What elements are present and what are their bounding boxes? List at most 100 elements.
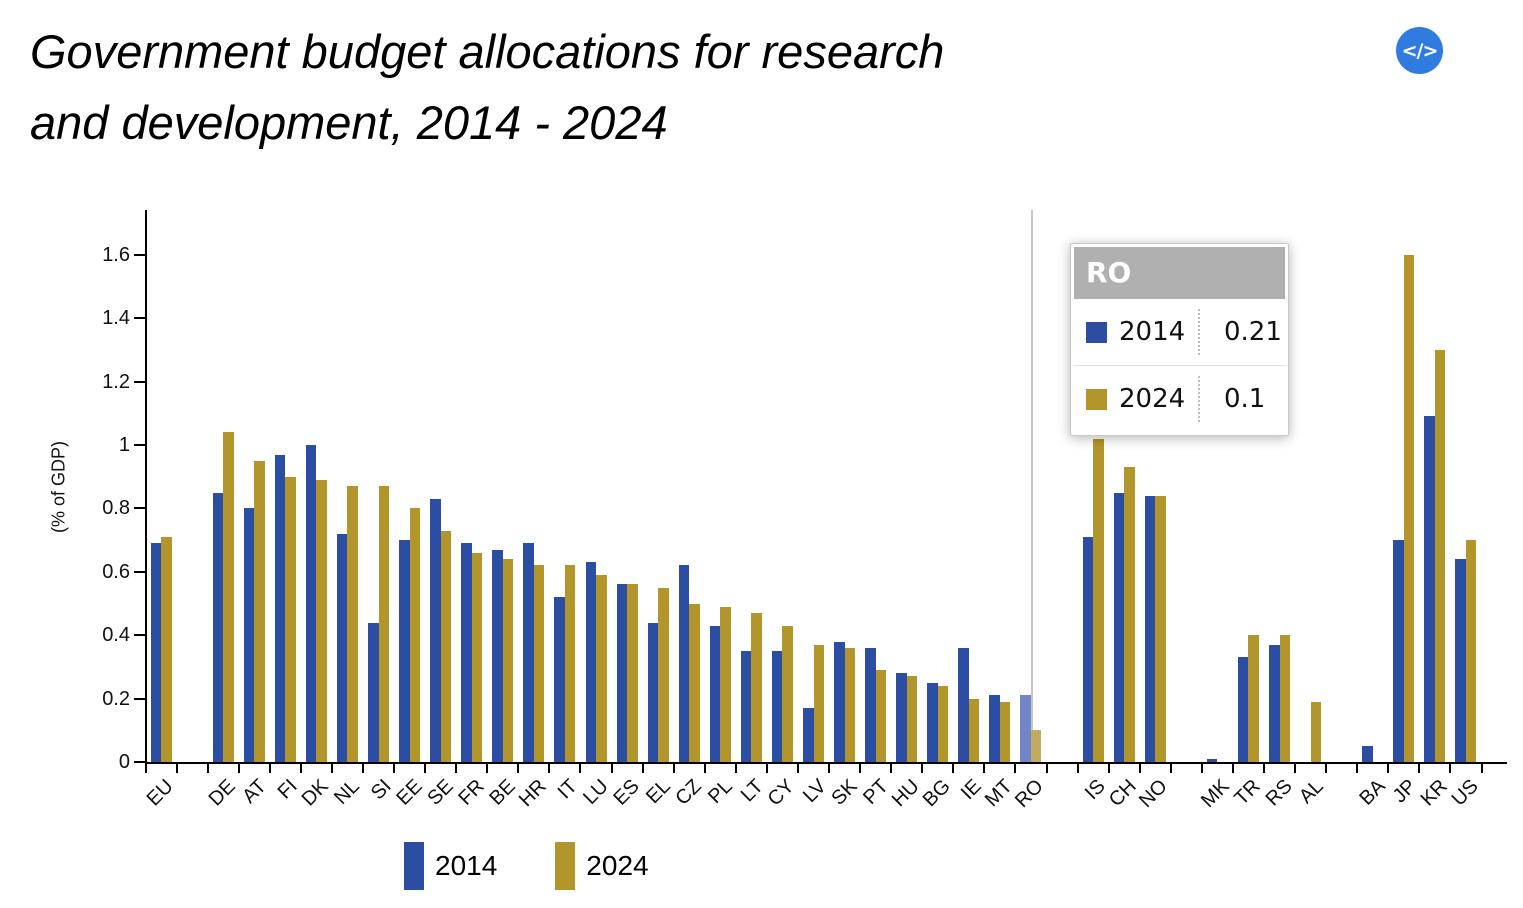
bar-DK-2024[interactable] [316, 479, 327, 762]
bar-PL-2024[interactable] [720, 606, 731, 762]
legend-2014-label: 2014 [435, 850, 498, 881]
page-title-line2: and development, 2014 - 2024 [30, 96, 668, 149]
bar-PT-2014[interactable] [865, 647, 876, 762]
bar-LV-2014[interactable] [803, 708, 814, 762]
x-axis-tick [144, 764, 147, 773]
bar-AL-2024[interactable] [1310, 701, 1322, 762]
bar-JP-2014[interactable] [1393, 540, 1404, 762]
tooltip-row-2024: 2024 0.1 [1074, 365, 1285, 432]
bar-BA-2014[interactable] [1362, 746, 1373, 762]
bar-DE-2014[interactable] [212, 492, 224, 762]
bar-LU-2014[interactable] [585, 562, 596, 762]
bar-AT-2024[interactable] [254, 460, 265, 762]
bar-SI-2024[interactable] [378, 486, 390, 762]
x-axis-tick [1387, 764, 1390, 773]
bar-DK-2014[interactable] [305, 445, 317, 762]
bar-EU-2024[interactable] [161, 536, 172, 762]
legend-item-2024[interactable]: 2024 [555, 842, 649, 890]
bar-EE-2014[interactable] [399, 540, 410, 762]
bar-HU-2014[interactable] [896, 673, 907, 762]
y-axis-tick [134, 380, 145, 383]
bar-IS-2024[interactable] [1093, 438, 1104, 762]
bar-NO-2024[interactable] [1155, 495, 1166, 762]
bar-US-2014[interactable] [1455, 559, 1466, 762]
bar-IS-2014[interactable] [1082, 536, 1094, 762]
bar-ES-2024[interactable] [627, 584, 638, 762]
tooltip-country-header: RO [1074, 247, 1285, 299]
tooltip-value-2014: 0.21 [1224, 317, 1282, 347]
x-axis-tick [1169, 764, 1172, 773]
x-axis-tick [1076, 764, 1079, 773]
bar-FR-2024[interactable] [471, 552, 483, 762]
bar-PL-2014[interactable] [709, 625, 721, 762]
tooltip-row-2014: 2014 0.21 [1074, 299, 1285, 365]
bar-NL-2014[interactable] [336, 533, 348, 762]
x-axis-tick [703, 764, 706, 773]
bar-IT-2024[interactable] [564, 565, 576, 762]
y-axis-tick-label: 1.2 [102, 370, 130, 393]
y-axis-tick [134, 444, 145, 446]
bar-PT-2024[interactable] [875, 670, 887, 762]
bar-HR-2014[interactable] [523, 543, 534, 762]
bar-FI-2014[interactable] [274, 454, 286, 762]
bar-FR-2014[interactable] [461, 543, 472, 762]
bar-BE-2024[interactable] [502, 559, 514, 762]
bar-LV-2024[interactable] [813, 644, 824, 762]
bar-IE-2024[interactable] [968, 698, 980, 762]
bar-LT-2014[interactable] [740, 651, 752, 762]
bar-ES-2014[interactable] [616, 584, 628, 762]
bar-DE-2024[interactable] [223, 432, 234, 762]
bar-EE-2024[interactable] [409, 508, 421, 762]
bar-CH-2024[interactable] [1124, 467, 1135, 762]
bar-JP-2024[interactable] [1403, 254, 1415, 762]
bar-CY-2024[interactable] [782, 625, 793, 762]
bar-SK-2024[interactable] [844, 647, 856, 762]
bar-SK-2014[interactable] [834, 641, 845, 762]
embed-code-button[interactable]: </> [1396, 27, 1443, 74]
bar-BE-2014[interactable] [492, 549, 503, 762]
bar-EL-2014[interactable] [647, 622, 659, 762]
bar-IE-2014[interactable] [958, 647, 969, 762]
bar-RO-2014[interactable] [1020, 695, 1031, 762]
bar-KR-2014[interactable] [1424, 416, 1435, 762]
bar-RO-2024[interactable] [1030, 730, 1042, 762]
bar-RS-2024[interactable] [1279, 635, 1291, 762]
bar-SE-2024[interactable] [440, 530, 452, 762]
y-axis-tick-label: 0 [118, 751, 130, 773]
bar-MT-2014[interactable] [989, 695, 1000, 762]
bar-CY-2014[interactable] [771, 651, 783, 762]
bar-CZ-2024[interactable] [689, 603, 700, 762]
x-axis-tick [765, 764, 768, 773]
bar-RS-2014[interactable] [1269, 644, 1280, 762]
bar-US-2024[interactable] [1465, 540, 1477, 762]
bar-EU-2014[interactable] [150, 543, 162, 762]
legend: 2014 2024 [404, 842, 649, 890]
bar-MT-2024[interactable] [999, 701, 1011, 762]
x-axis-tick [330, 764, 333, 773]
legend-item-2014[interactable]: 2014 [404, 842, 497, 890]
y-axis-tick-label: 0.2 [102, 687, 130, 710]
bar-TR-2014[interactable] [1237, 657, 1249, 762]
bar-BG-2014[interactable] [927, 682, 938, 762]
bar-BG-2024[interactable] [937, 685, 949, 762]
bar-NL-2024[interactable] [347, 486, 358, 762]
x-axis-tick [1418, 764, 1421, 773]
bar-LT-2024[interactable] [751, 613, 762, 762]
bar-FI-2024[interactable] [285, 476, 296, 762]
bar-TR-2024[interactable] [1248, 635, 1259, 762]
bar-HU-2024[interactable] [906, 676, 918, 762]
bar-CH-2014[interactable] [1113, 492, 1125, 762]
bar-SI-2014[interactable] [368, 622, 379, 762]
bar-MK-2014[interactable] [1206, 758, 1218, 762]
bar-IT-2014[interactable] [554, 597, 565, 762]
bar-KR-2024[interactable] [1434, 349, 1446, 762]
bar-NO-2014[interactable] [1144, 495, 1156, 762]
bar-SE-2014[interactable] [430, 498, 441, 762]
bar-HR-2024[interactable] [533, 565, 545, 762]
x-axis-tick [1480, 764, 1483, 773]
bar-LU-2024[interactable] [596, 574, 607, 762]
bar-CZ-2014[interactable] [678, 565, 690, 762]
bar-AT-2014[interactable] [243, 508, 255, 762]
bar-EL-2024[interactable] [658, 587, 669, 762]
